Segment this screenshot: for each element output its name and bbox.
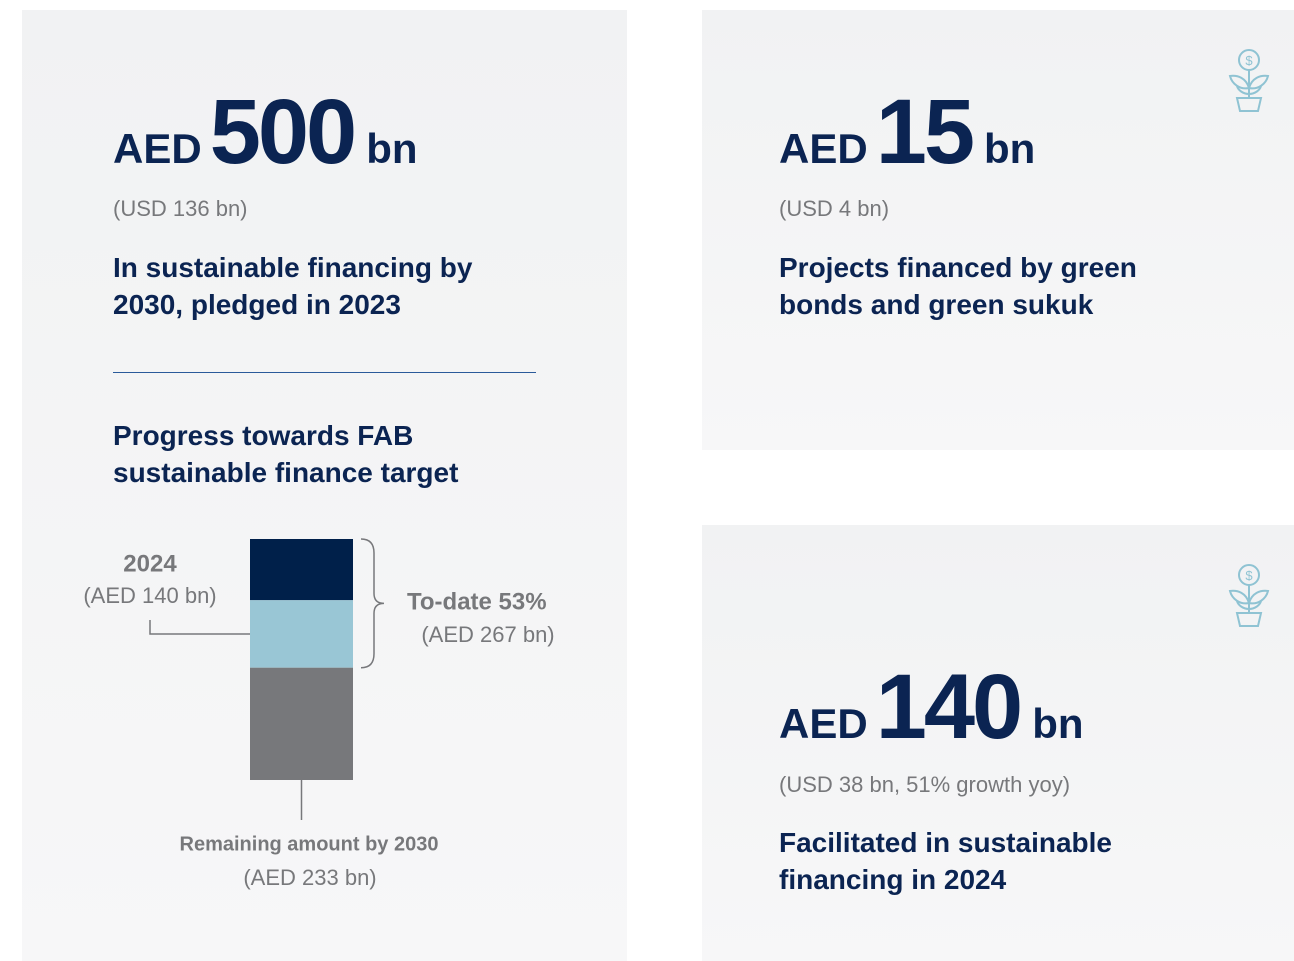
prefix: AED bbox=[779, 125, 868, 172]
svg-text:$: $ bbox=[1245, 568, 1253, 583]
bar-segment bbox=[250, 539, 353, 601]
connector bbox=[149, 620, 250, 635]
divider bbox=[113, 372, 536, 373]
prefix: AED bbox=[779, 700, 868, 747]
number: 500 bbox=[209, 81, 357, 183]
prefix: AED bbox=[113, 125, 202, 172]
stat: AED 500 bn bbox=[113, 86, 418, 178]
stat: AED 140 bn bbox=[779, 661, 1084, 753]
card-bottom-right bbox=[702, 525, 1294, 961]
progress-title: Progress towards FAB sustainable finance… bbox=[113, 420, 459, 488]
year-amount: (AED 140 bn) bbox=[83, 583, 216, 608]
svg-text:$: $ bbox=[1245, 53, 1253, 68]
sub: (USD 38 bn, 51% growth yoy) bbox=[779, 772, 1071, 797]
card-left bbox=[22, 10, 627, 961]
unit: bn bbox=[1032, 700, 1084, 747]
number: 15 bbox=[875, 81, 975, 183]
todate-label: To-date 53% bbox=[407, 588, 547, 615]
year-label: 2024 bbox=[123, 550, 177, 577]
description: Facilitated in sustainable financing in … bbox=[779, 827, 1112, 895]
description: In sustainable financing by 2030, pledge… bbox=[113, 252, 473, 320]
plant-icon: $ bbox=[1228, 564, 1270, 627]
todate-amount: (AED 267 bn) bbox=[421, 622, 554, 647]
stat: AED 15 bn bbox=[779, 86, 1035, 178]
bar-segment bbox=[250, 600, 353, 668]
unit: bn bbox=[984, 125, 1036, 172]
remaining-amount: (AED 233 bn) bbox=[243, 865, 376, 890]
plant-icon: $ bbox=[1228, 49, 1270, 112]
sub: (USD 4 bn) bbox=[779, 196, 890, 221]
unit: bn bbox=[366, 125, 418, 172]
description: Projects financed by green bonds and gre… bbox=[779, 252, 1137, 320]
remaining-label: Remaining amount by 2030 bbox=[180, 833, 439, 855]
progress-chart: 2024 (AED 140 bn) To-date 53% (AED 267 b… bbox=[83, 538, 555, 890]
sub: (USD 136 bn) bbox=[113, 196, 248, 221]
number: 140 bbox=[875, 656, 1023, 758]
brace bbox=[360, 538, 385, 669]
card-top-right bbox=[702, 10, 1294, 450]
bar-segment bbox=[250, 667, 353, 780]
